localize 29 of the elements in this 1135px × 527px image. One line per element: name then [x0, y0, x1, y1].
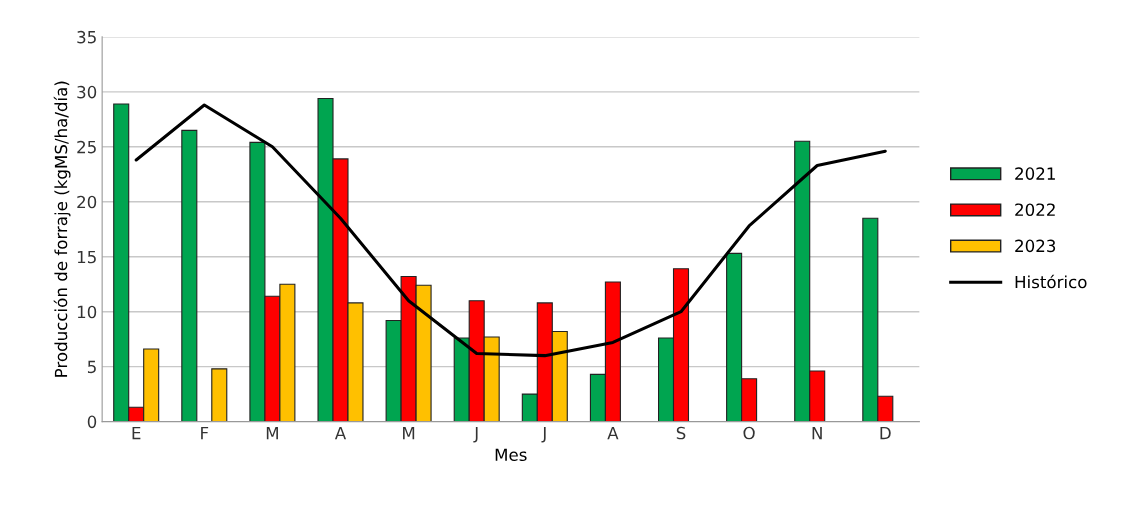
- y-tick-label: 25: [77, 140, 96, 154]
- x-tick-label: O: [743, 426, 755, 440]
- legend-label: 2023: [1015, 239, 1056, 253]
- x-tick-label: E: [132, 426, 141, 440]
- x-tick-label: S: [676, 426, 686, 440]
- legend-label: 2021: [1015, 167, 1055, 180]
- y-tick-label: 5: [87, 360, 96, 374]
- y-tick-label: 0: [87, 415, 97, 429]
- x-tick-label: J: [473, 426, 478, 443]
- legend-label: Histórico: [1015, 274, 1087, 289]
- y-tick-label: 20: [77, 195, 97, 209]
- x-tick-label: A: [334, 426, 347, 440]
- x-tick-label: J: [541, 426, 546, 443]
- y-tick-label: 10: [77, 305, 97, 319]
- y-axis-title: Producción de forraje (kgMS/ha/día): [53, 81, 71, 377]
- x-axis-title: Mes: [495, 448, 527, 462]
- x-tick-label: M: [266, 426, 278, 440]
- x-tick-label: D: [880, 426, 891, 440]
- bar: [181, 129, 198, 422]
- bar: [211, 368, 228, 422]
- x-tick-label: N: [812, 426, 822, 440]
- legend-label: 2022: [1015, 203, 1055, 217]
- line-series: [134, 103, 887, 358]
- x-tick-label: A: [607, 426, 619, 440]
- y-tick-label: 30: [77, 85, 97, 99]
- x-tick-label: M: [403, 426, 415, 440]
- x-tick-label: F: [201, 426, 209, 440]
- y-tick-label: 15: [77, 250, 96, 264]
- y-tick-label: 35: [77, 30, 96, 44]
